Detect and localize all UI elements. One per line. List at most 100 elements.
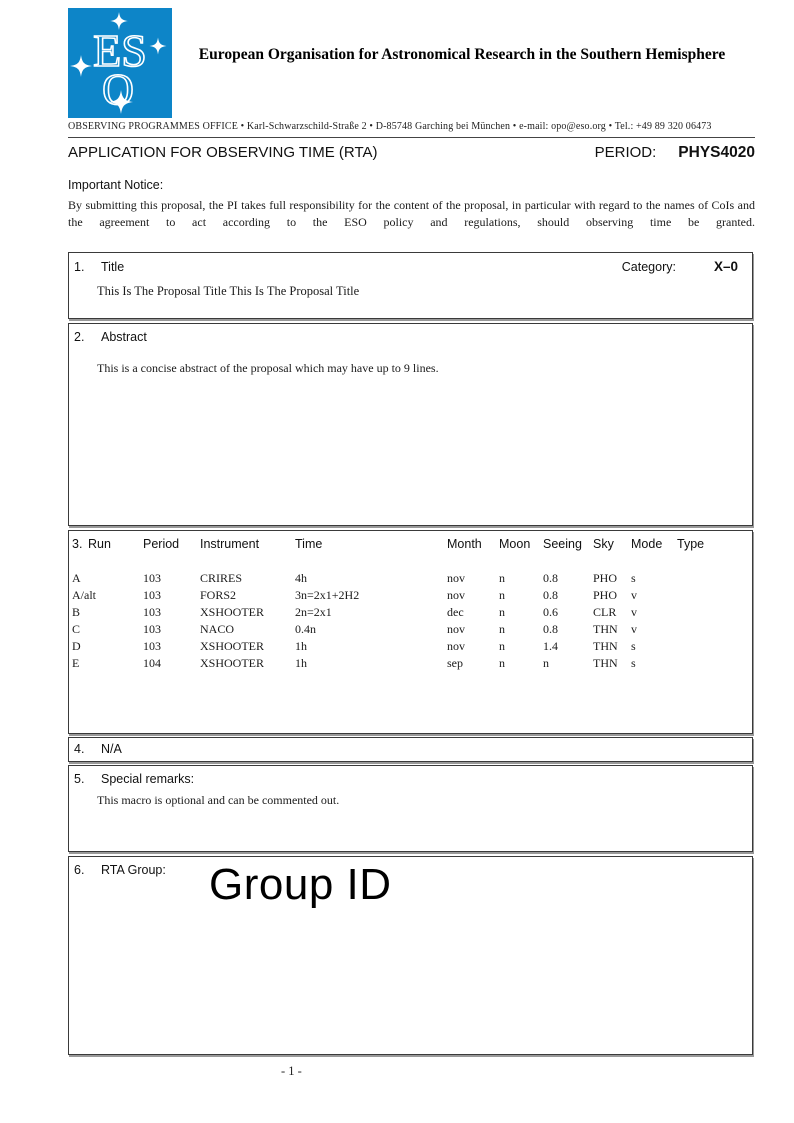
section-group-header: 6. RTA Group: (69, 857, 752, 877)
table-cell: nov (447, 622, 465, 636)
period-value: PHYS4020 (678, 144, 755, 161)
table-cell: s (631, 571, 636, 585)
section-number: 2. (74, 330, 85, 344)
proposal-title-text: This Is The Proposal Title This Is The P… (97, 284, 360, 298)
table-cell (677, 588, 753, 605)
column-header-type: Type (677, 537, 705, 551)
table-cell: XSHOOTER (200, 639, 265, 653)
table-cell: THN (593, 656, 618, 670)
abstract-text: This is a concise abstract of the propos… (97, 361, 439, 375)
column-header-moon: Moon (499, 537, 531, 551)
table-cell: n (499, 639, 505, 653)
table-cell: nov (447, 571, 465, 585)
table-cell: n (499, 571, 505, 585)
office-address-line: OBSERVING PROGRAMMES OFFICE • Karl-Schwa… (68, 121, 712, 132)
table-cell: n (499, 622, 505, 636)
table-row: A 103 CRIRES 4h nov n 0.8 PHO s (72, 571, 753, 588)
logo-letter-o: O (102, 65, 134, 114)
table-row: E 104 XSHOOTER 1h sep n n THN s (72, 656, 753, 673)
eso-logo: ES O (68, 8, 172, 118)
table-row: A/alt 103 FORS2 3n=2x1+2H2 nov n 0.8 PHO v (72, 588, 753, 605)
table-cell: s (631, 639, 636, 653)
table-row: B 103 XSHOOTER 2n=2x1 dec n 0.6 CLR v (72, 605, 753, 622)
section-title-header: 1. Title Category: X–0 (69, 253, 752, 274)
section-remarks-header: 5. Special remarks: (69, 766, 752, 786)
table-cell: NACO (200, 622, 235, 636)
table-cell: 0.8 (543, 588, 558, 602)
logo-letters-es: ES (93, 25, 147, 76)
table-cell (677, 622, 753, 639)
category-label: Category: (621, 260, 676, 274)
section-number: 4. (74, 742, 85, 756)
header-divider (68, 137, 755, 138)
table-cell: 104 (143, 656, 161, 670)
table-cell: B (72, 605, 81, 619)
table-cell: 103 (143, 571, 161, 585)
category-value: X–0 (713, 259, 738, 274)
table-cell: CLR (593, 605, 617, 619)
spacer-row (72, 558, 753, 571)
table-cell: nov (447, 588, 465, 602)
column-header-sky: Sky (593, 537, 614, 551)
table-cell: s (631, 656, 636, 670)
table-cell: 1.4 (543, 639, 558, 653)
section-number: 1. (74, 260, 85, 274)
section-number: 5. (74, 772, 85, 786)
column-header-instrument: Instrument (200, 537, 260, 551)
runs-table: 3. Run Period Instrument Time Month Moon … (72, 537, 753, 673)
table-cell: CRIRES (200, 571, 243, 585)
table-cell: 2n=2x1 (295, 605, 332, 619)
form-title: APPLICATION FOR OBSERVING TIME (RTA) (68, 144, 378, 161)
column-header-seeing: Seeing (543, 537, 582, 551)
table-cell (677, 656, 753, 673)
table-cell: sep (447, 656, 463, 670)
remarks-text: This macro is optional and can be commen… (97, 793, 340, 807)
section-title-box: 1. Title Category: X–0 This Is The Propo… (68, 252, 753, 319)
section-group-box: 6. RTA Group: Group ID (68, 856, 753, 1055)
table-cell: PHO (593, 571, 618, 585)
table-cell: n (543, 656, 549, 670)
table-cell: 1h (295, 639, 307, 653)
table-cell: v (631, 622, 637, 636)
rta-group-id: Group ID (209, 860, 392, 909)
table-cell: v (631, 588, 637, 602)
table-cell: 103 (143, 639, 161, 653)
table-cell: n (499, 656, 505, 670)
table-cell (677, 639, 753, 656)
table-cell: D (72, 639, 81, 653)
table-cell: 4h (295, 571, 307, 585)
important-notice-label: Important Notice: (68, 178, 164, 192)
table-cell: dec (447, 605, 464, 619)
table-cell: A/alt (72, 588, 96, 602)
section-runs-box: 3. Run Period Instrument Time Month Moon … (68, 530, 753, 734)
table-cell: FORS2 (200, 588, 237, 602)
column-header-period: Period (143, 537, 180, 551)
section-number: 3. (72, 537, 83, 551)
table-cell: 1h (295, 656, 307, 670)
column-header-month: Month (447, 537, 482, 551)
table-cell: 3n=2x1+2H2 (295, 588, 360, 602)
table-cell: A (72, 571, 81, 585)
column-header-mode: Mode (631, 537, 663, 551)
table-cell: C (72, 622, 81, 636)
page-number: - 1 - (281, 1064, 302, 1078)
table-cell: 0.8 (543, 571, 558, 585)
run-table-body: A 103 CRIRES 4h nov n 0.8 PHO s A/alt 103 FORS2 3n=2… (72, 571, 753, 673)
table-cell: XSHOOTER (200, 656, 265, 670)
section-label: N/A (101, 742, 122, 756)
section-abstract-box: 2. Abstract This is a concise abstract o… (68, 323, 753, 526)
table-row: C 103 NACO 0.4n nov n 0.8 THN v (72, 622, 753, 639)
table-cell: n (499, 605, 505, 619)
table-cell: 103 (143, 605, 161, 619)
section-label: Abstract (101, 330, 147, 344)
table-cell: 103 (143, 588, 161, 602)
table-cell: 0.8 (543, 622, 558, 636)
table-cell: PHO (593, 588, 618, 602)
table-cell: E (72, 656, 80, 670)
table-cell: v (631, 605, 637, 619)
column-header-time: Time (295, 537, 323, 551)
table-cell (677, 571, 753, 588)
table-cell: THN (593, 622, 618, 636)
table-cell: n (499, 588, 505, 602)
